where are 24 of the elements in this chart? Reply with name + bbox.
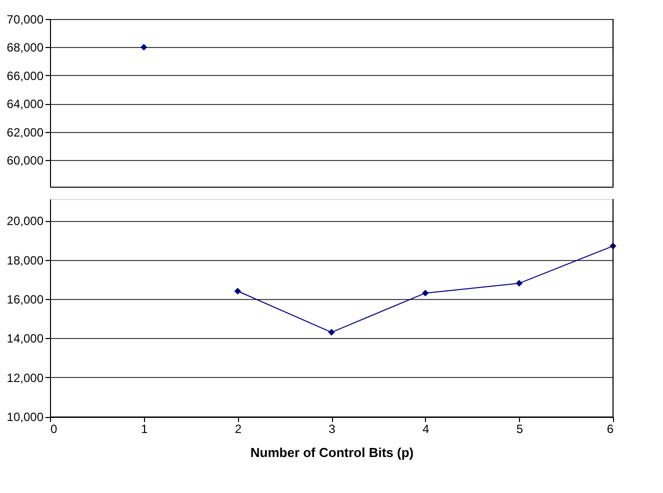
point: [234, 288, 242, 294]
x-tick-label: 0: [50, 422, 58, 436]
y-tick-label: 12,000: [6, 370, 44, 385]
x-tick-label: 5: [516, 422, 524, 436]
y-tick-label: 10,000: [6, 410, 44, 424]
point: [422, 290, 429, 296]
y-tick-label: 68,000: [6, 40, 44, 55]
y-tick-label: 16,000: [6, 292, 44, 306]
y-tick-label: 64,000: [6, 97, 44, 112]
y-tick-label: 14,000: [6, 332, 44, 346]
x-tick-label: 6: [606, 422, 614, 436]
x-tick-label: 1: [140, 422, 148, 436]
x-tick-label: 4: [422, 422, 430, 436]
point: [328, 328, 335, 336]
x-axis-title: Number of Control Bits (p): [250, 445, 414, 460]
y-tick-label: 70,000: [6, 12, 44, 26]
x-tick-label: 2: [234, 422, 242, 436]
y-tick-label: 60,000: [6, 154, 44, 168]
y-tick-label: 62,000: [6, 125, 44, 140]
point: [516, 280, 523, 287]
y-tick-label: 66,000: [6, 68, 44, 83]
y-tick-label: 18,000: [6, 253, 44, 268]
x-tick-label: 3: [328, 422, 336, 436]
y-tick-label: 20,000: [6, 214, 44, 228]
